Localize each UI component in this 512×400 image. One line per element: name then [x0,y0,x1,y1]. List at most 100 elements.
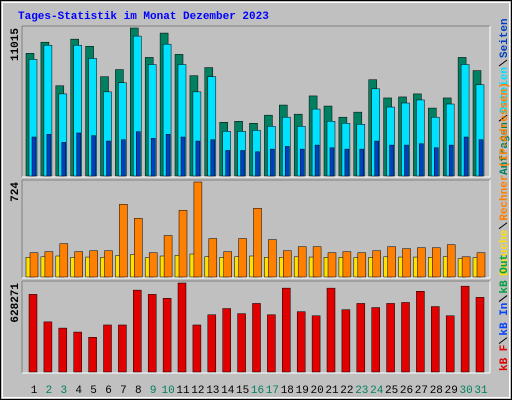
x-tick-label: 14 [221,385,235,397]
legend-entry: kB F [499,345,511,371]
bar [178,210,188,278]
x-tick-label: 3 [60,385,67,397]
bar [89,250,98,278]
bar [192,324,202,373]
x-tick-label: 20 [310,385,323,397]
x-tick-label: 22 [340,385,353,397]
x-tick-label: 11 [176,385,190,397]
x-tick-label: 2 [46,385,53,397]
bar [150,138,156,177]
bar [417,247,426,278]
bar [401,302,410,373]
bar [311,315,321,373]
bar [478,139,484,177]
bar [434,147,439,177]
x-tick-label: 13 [206,385,219,397]
bar [475,297,485,373]
y-tick-label: 724 [10,182,22,202]
x-tick-label: 25 [385,385,398,397]
bar [326,287,336,373]
legend-entry: kB Out [499,254,511,294]
bar [133,289,142,373]
x-tick-label: 29 [445,385,458,397]
bar [118,324,127,373]
bar [314,144,320,177]
x-tick-label: 6 [105,385,112,397]
bar [103,324,112,373]
bar [106,140,111,177]
x-tick-label: 30 [459,385,472,397]
bar [402,248,411,278]
x-tick-label: 26 [400,385,413,397]
legend-separator [498,59,508,67]
bar [31,136,37,177]
bar [193,181,203,278]
legend-entry: Rechner (IP-Adressen) [499,82,511,221]
x-tick-label: 16 [251,385,264,397]
x-tick-label: 7 [120,385,127,397]
bar [195,140,201,177]
bar [268,239,277,278]
bar [312,246,322,278]
bar [237,313,246,373]
bar [296,311,306,373]
x-tick-label: 31 [474,385,488,397]
y-tick-label: 628271 [10,283,22,323]
bar [119,204,128,278]
x-tick-label: 24 [370,385,384,397]
bar [207,314,217,373]
bar [463,136,469,177]
bar [283,250,292,278]
legend-entry: Dateien [499,67,511,113]
bar [46,134,52,177]
bar [448,144,454,177]
legend-entry: Seiten [499,18,511,58]
bar [255,151,260,177]
y-tick-label: 11015 [10,28,22,61]
bar [267,314,276,373]
x-tick-label: 15 [236,385,249,397]
bar [210,139,216,177]
bar [299,148,305,177]
bar [163,235,173,278]
bar [104,250,113,278]
bar [74,251,83,278]
x-tick-label: 5 [90,385,97,397]
bar [374,140,379,177]
x-tick-label: 21 [325,385,339,397]
bar [357,252,367,278]
legend-separator [498,114,508,122]
bar [371,307,380,373]
bar [359,148,365,177]
bar [136,131,141,177]
bar [44,251,54,278]
bar [225,150,230,177]
bar [476,252,486,278]
bar [356,303,366,373]
bar [88,337,97,373]
bar [177,282,187,373]
x-tick-label: 12 [191,385,204,397]
bar [387,246,396,278]
x-tick-label: 23 [355,385,368,397]
bar [372,250,381,278]
bar [416,291,425,373]
bar [297,246,307,278]
bar [386,303,395,373]
bar [461,256,471,278]
bar [91,135,96,177]
bar [29,252,39,278]
bar [270,148,275,177]
legend-entry: Besuche [499,229,511,276]
x-tick-label: 27 [415,385,428,397]
bar [446,244,456,278]
x-tick-label: 8 [135,385,142,397]
bar [58,327,68,373]
x-tick-label: 1 [31,385,38,397]
bar [208,238,218,278]
bar [240,150,245,177]
bar [76,132,81,177]
